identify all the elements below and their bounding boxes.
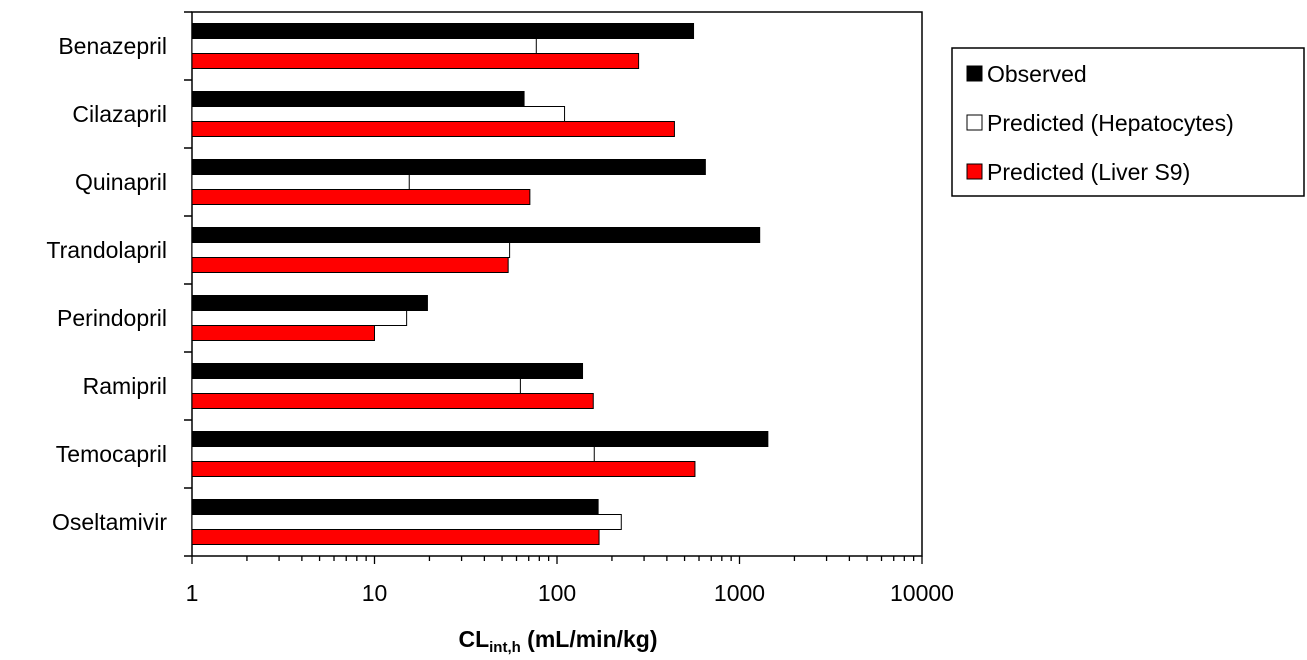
bar-oseltamivir-predicted-hepatocytes (191, 514, 622, 530)
legend: Observed Predicted (Hepatocytes) Predicted… (951, 47, 1305, 197)
bar-cilazapril-predicted-hepatocytes (191, 106, 566, 122)
x-tick-label: 10 (362, 580, 388, 606)
legend-swatch (966, 65, 983, 82)
bar-temocapril-observed (191, 431, 769, 447)
legend-swatch (966, 163, 983, 180)
bar-cilazapril-predicted-liver-s9 (191, 121, 675, 137)
bar-quinapril-predicted-liver-s9 (191, 189, 531, 205)
x-tick-label: 10000 (890, 580, 954, 606)
bar-ramipril-observed (191, 363, 584, 379)
x-axis-title: CLint,h (mL/min/kg) (458, 626, 657, 656)
x-tick-label: 1 (186, 580, 199, 606)
bar-perindopril-observed (191, 295, 428, 311)
bar-benazepril-observed (191, 23, 695, 39)
category-label-trandolapril: Trandolapril (46, 237, 167, 263)
legend-label: Predicted (Hepatocytes) (987, 110, 1234, 136)
bar-trandolapril-predicted-liver-s9 (191, 257, 509, 273)
x-tick-label: 100 (538, 580, 576, 606)
category-label-ramipril: Ramipril (83, 373, 167, 399)
category-label-cilazapril: Cilazapril (72, 101, 167, 127)
bar-trandolapril-observed (191, 227, 761, 243)
bar-oseltamivir-predicted-liver-s9 (191, 529, 600, 545)
legend-swatch (966, 114, 983, 131)
bar-perindopril-predicted-hepatocytes (191, 310, 408, 326)
category-label-benazepril: Benazepril (58, 33, 167, 59)
bar-ramipril-predicted-hepatocytes (191, 378, 521, 394)
bar-cilazapril-observed (191, 91, 525, 107)
legend-box (951, 47, 1305, 197)
bar-ramipril-predicted-liver-s9 (191, 393, 594, 409)
bar-oseltamivir-observed (191, 499, 599, 515)
legend-label: Observed (987, 61, 1087, 87)
bar-trandolapril-predicted-hepatocytes (191, 242, 511, 258)
x-tick-label: 1000 (714, 580, 765, 606)
category-label-quinapril: Quinapril (75, 169, 167, 195)
bar-quinapril-observed (191, 159, 706, 175)
category-label-temocapril: Temocapril (56, 441, 167, 467)
bar-temocapril-predicted-hepatocytes (191, 446, 595, 462)
bar-quinapril-predicted-hepatocytes (191, 174, 410, 190)
bar-benazepril-predicted-liver-s9 (191, 53, 640, 69)
category-label-oseltamivir: Oseltamivir (52, 509, 167, 535)
bar-benazepril-predicted-hepatocytes (191, 38, 537, 54)
bar-perindopril-predicted-liver-s9 (191, 325, 375, 341)
legend-label: Predicted (Liver S9) (987, 159, 1190, 185)
category-label-perindopril: Perindopril (57, 305, 167, 331)
bar-temocapril-predicted-liver-s9 (191, 461, 696, 477)
